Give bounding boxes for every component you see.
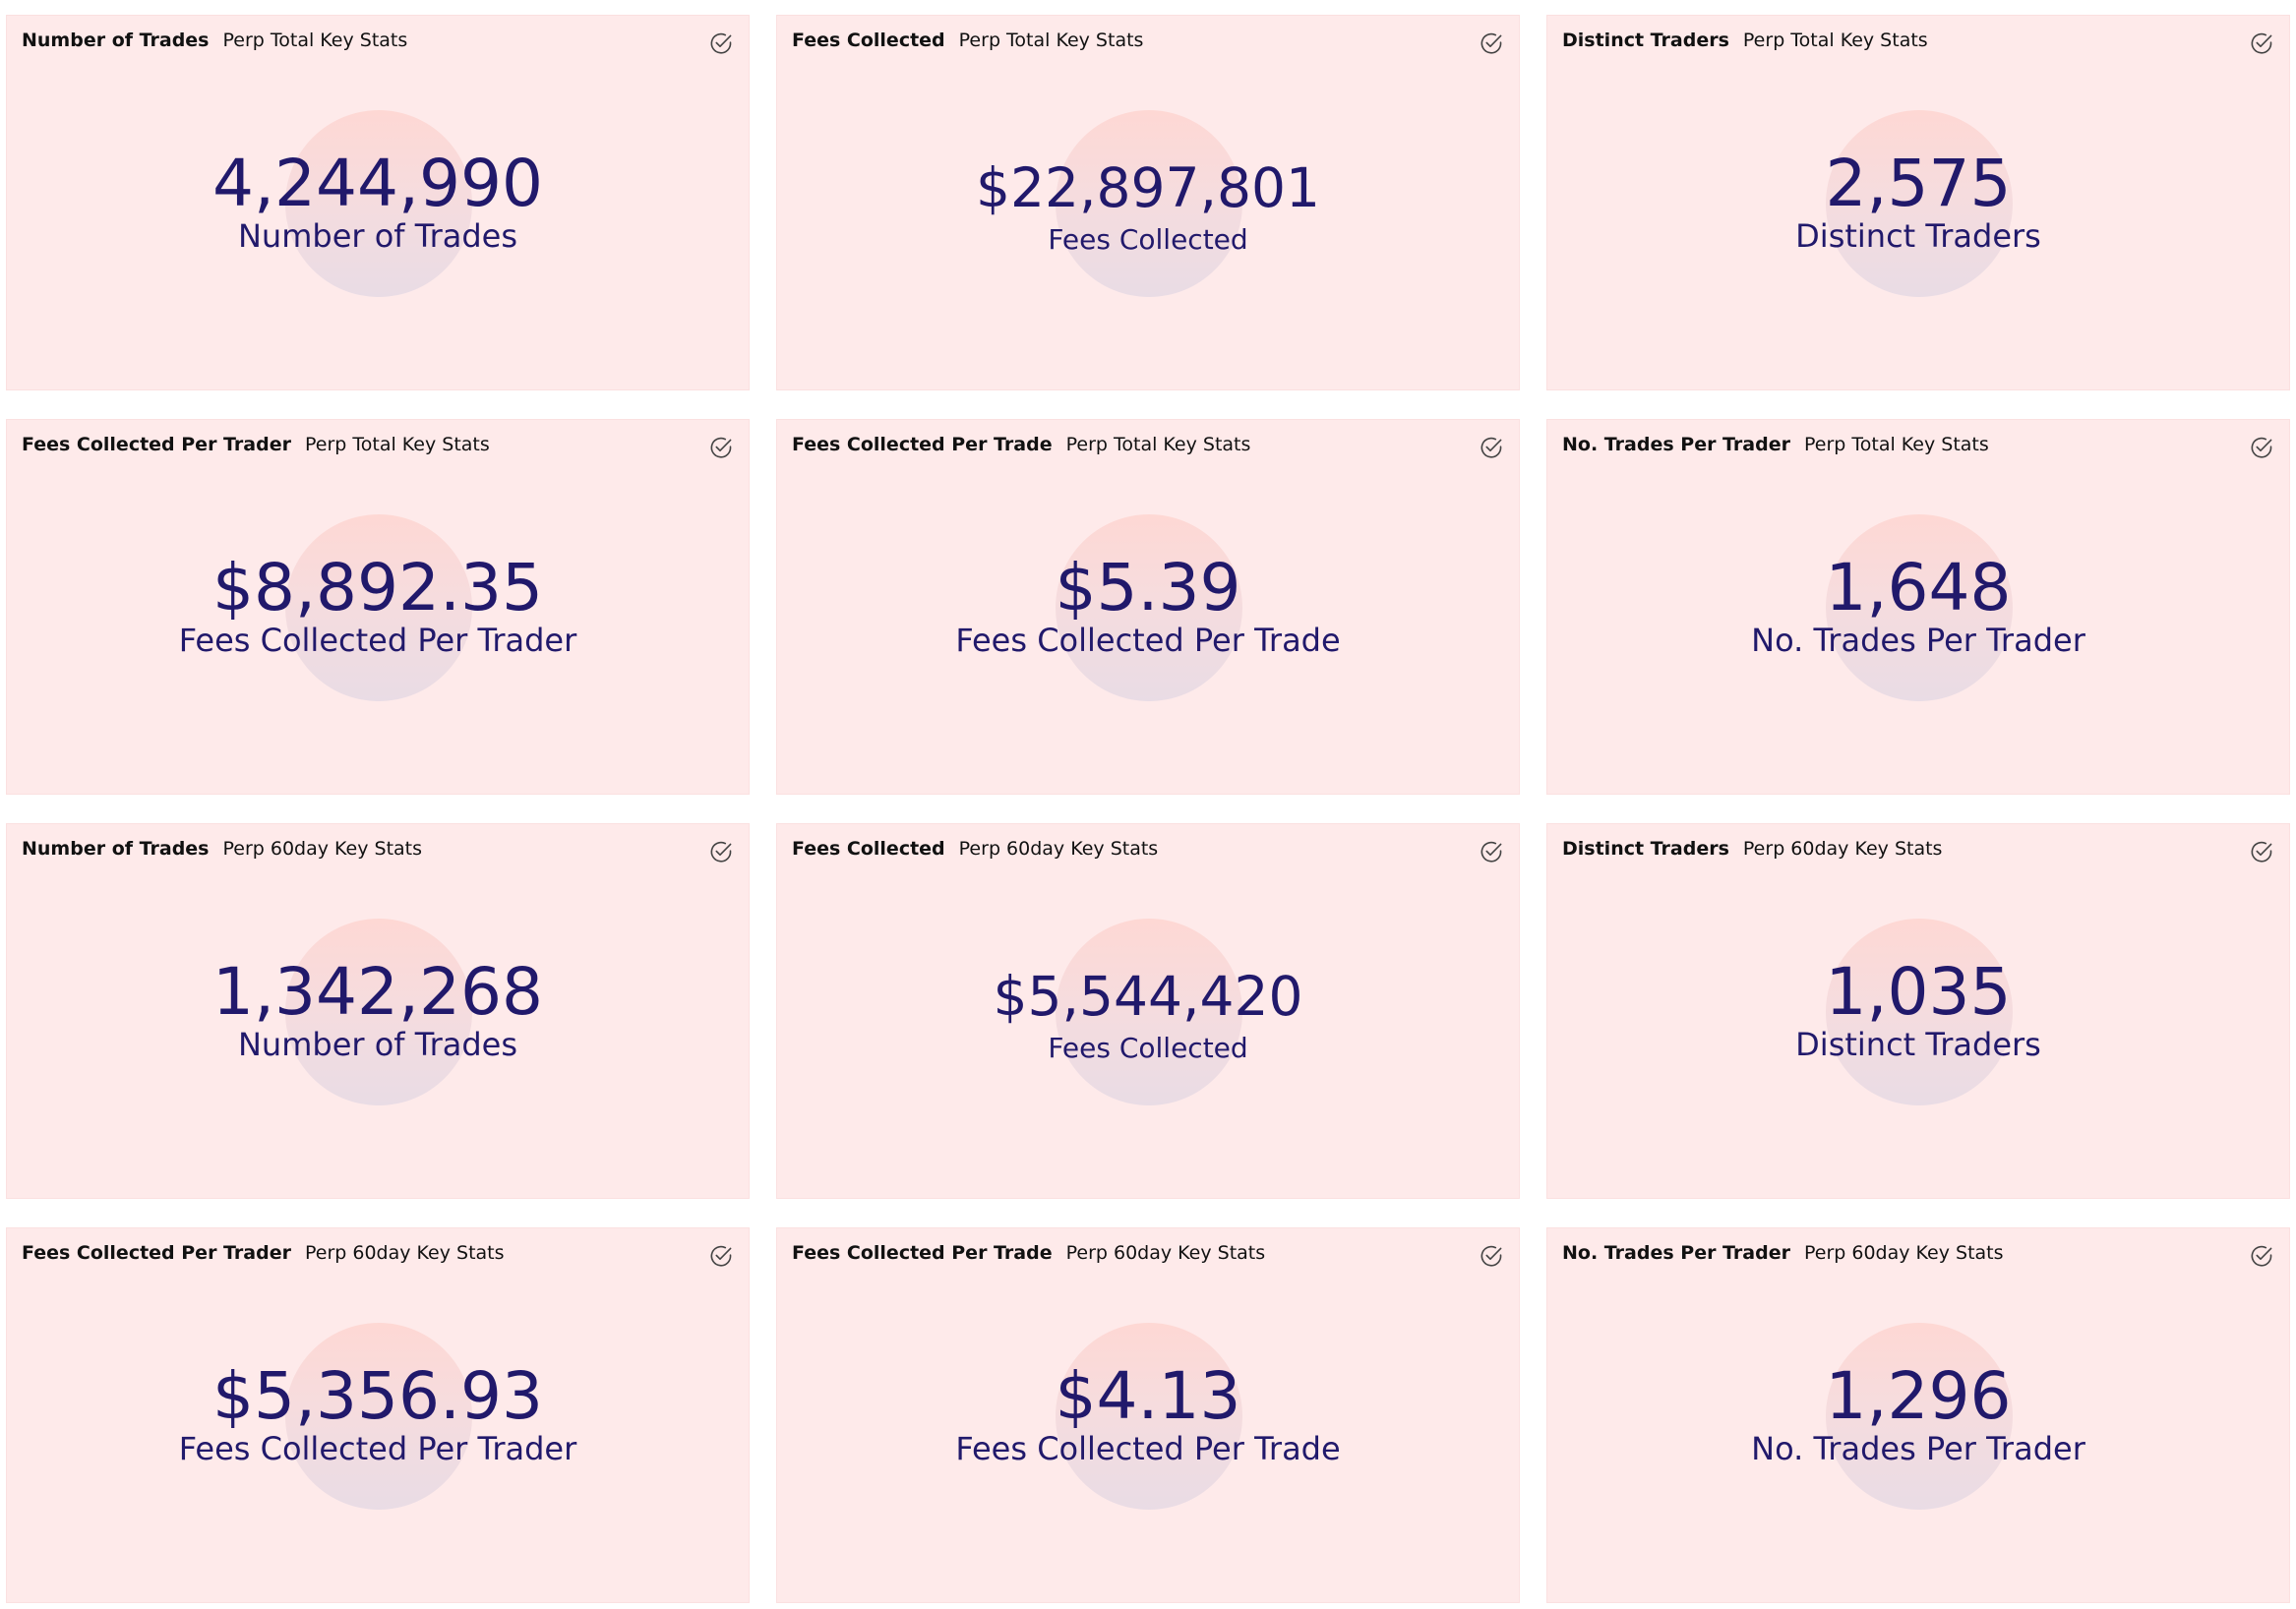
stat-card-fees-collected-total: Fees Collected Perp Total Key Stats $22,… — [776, 15, 1520, 390]
card-title: No. Trades Per Trader — [1562, 1242, 1790, 1264]
decorative-circle — [285, 514, 472, 701]
stat-card-number-of-trades-60day: Number of Trades Perp 60day Key Stats 1,… — [6, 823, 750, 1199]
stat-card-trades-per-trader-60day: No. Trades Per Trader Perp 60day Key Sta… — [1546, 1227, 2290, 1603]
stat-value: 4,244,990 — [212, 146, 543, 221]
decorative-circle — [1826, 514, 2013, 701]
stat-card-trades-per-trader-total: No. Trades Per Trader Perp Total Key Sta… — [1546, 419, 2290, 795]
card-title: Number of Trades — [22, 30, 210, 51]
card-subtitle: Perp 60day Key Stats — [1803, 1242, 2004, 1264]
card-header: Distinct Traders Perp Total Key Stats — [1562, 30, 1928, 51]
stat-label: Fees Collected Per Trade — [955, 622, 1341, 659]
card-header: Fees Collected Per Trader Perp Total Key… — [22, 434, 490, 455]
check-circle-icon[interactable] — [708, 839, 734, 864]
card-title: Fees Collected Per Trader — [22, 434, 291, 455]
stat-value: $5.39 — [1055, 550, 1241, 626]
decorative-circle — [285, 110, 472, 297]
check-circle-icon[interactable] — [1479, 30, 1504, 56]
stat-value: $5,544,420 — [993, 965, 1303, 1028]
card-title: Number of Trades — [22, 838, 210, 860]
stat-card-distinct-traders-60day: Distinct Traders Perp 60day Key Stats 1,… — [1546, 823, 2290, 1199]
card-subtitle: Perp Total Key Stats — [1803, 434, 1989, 455]
check-circle-icon[interactable] — [1479, 1243, 1504, 1269]
card-title: Fees Collected Per Trader — [22, 1242, 291, 1264]
stat-value: 1,648 — [1825, 550, 2012, 626]
stat-value: 1,296 — [1825, 1358, 2012, 1434]
card-subtitle: Perp 60day Key Stats — [958, 838, 1159, 860]
card-subtitle: Perp 60day Key Stats — [1065, 1242, 1266, 1264]
card-header: Fees Collected Per Trader Perp 60day Key… — [22, 1242, 505, 1264]
stat-card-fees-per-trade-60day: Fees Collected Per Trade Perp 60day Key … — [776, 1227, 1520, 1603]
stat-card-fees-per-trader-60day: Fees Collected Per Trader Perp 60day Key… — [6, 1227, 750, 1603]
stat-label: Fees Collected — [1048, 1032, 1248, 1064]
decorative-circle — [1826, 1323, 2013, 1510]
stat-label: Distinct Traders — [1795, 217, 2041, 255]
check-circle-icon[interactable] — [2249, 435, 2274, 460]
stat-value: 2,575 — [1825, 146, 2012, 221]
card-header: Fees Collected Perp 60day Key Stats — [792, 838, 1158, 860]
stat-value: $5,356.93 — [212, 1358, 543, 1434]
card-header: Fees Collected Perp Total Key Stats — [792, 30, 1143, 51]
check-circle-icon[interactable] — [708, 1243, 734, 1269]
card-header: Fees Collected Per Trade Perp 60day Key … — [792, 1242, 1265, 1264]
card-header: Number of Trades Perp 60day Key Stats — [22, 838, 422, 860]
card-title: Fees Collected — [792, 838, 945, 860]
card-subtitle: Perp Total Key Stats — [1742, 30, 1928, 51]
stat-label: No. Trades Per Trader — [1751, 1430, 2085, 1467]
card-subtitle: Perp 60day Key Stats — [222, 838, 423, 860]
stat-card-fees-per-trade-total: Fees Collected Per Trade Perp Total Key … — [776, 419, 1520, 795]
stat-label: Number of Trades — [237, 217, 517, 255]
check-circle-icon[interactable] — [2249, 1243, 2274, 1269]
decorative-circle — [1826, 110, 2013, 297]
stat-label: Distinct Traders — [1795, 1026, 2041, 1063]
check-circle-icon[interactable] — [2249, 839, 2274, 864]
decorative-circle — [285, 1323, 472, 1510]
check-circle-icon[interactable] — [2249, 30, 2274, 56]
decorative-circle — [1056, 1323, 1242, 1510]
decorative-circle — [285, 919, 472, 1105]
decorative-circle — [1056, 110, 1242, 297]
card-title: Fees Collected — [792, 30, 945, 51]
stat-label: Number of Trades — [237, 1026, 517, 1063]
stat-label: Fees Collected Per Trader — [178, 1430, 577, 1467]
stat-label: No. Trades Per Trader — [1751, 622, 2085, 659]
stat-label: Fees Collected — [1048, 223, 1248, 256]
card-title: No. Trades Per Trader — [1562, 434, 1790, 455]
card-header: No. Trades Per Trader Perp 60day Key Sta… — [1562, 1242, 2004, 1264]
card-header: Fees Collected Per Trade Perp Total Key … — [792, 434, 1250, 455]
decorative-circle — [1826, 919, 2013, 1105]
stat-card-fees-collected-60day: Fees Collected Perp 60day Key Stats $5,5… — [776, 823, 1520, 1199]
stat-value: $22,897,801 — [976, 156, 1320, 219]
decorative-circle — [1056, 514, 1242, 701]
card-title: Distinct Traders — [1562, 30, 1729, 51]
decorative-circle — [1056, 919, 1242, 1105]
card-title: Fees Collected Per Trade — [792, 1242, 1053, 1264]
stat-value: $4.13 — [1055, 1358, 1241, 1434]
check-circle-icon[interactable] — [1479, 435, 1504, 460]
card-header: Distinct Traders Perp 60day Key Stats — [1562, 838, 1942, 860]
stat-card-fees-per-trader-total: Fees Collected Per Trader Perp Total Key… — [6, 419, 750, 795]
stat-value: $8,892.35 — [212, 550, 543, 626]
dashboard-grid: Number of Trades Perp Total Key Stats 4,… — [6, 15, 2290, 1603]
stat-label: Fees Collected Per Trade — [955, 1430, 1341, 1467]
card-subtitle: Perp Total Key Stats — [1065, 434, 1251, 455]
card-title: Distinct Traders — [1562, 838, 1729, 860]
card-header: No. Trades Per Trader Perp Total Key Sta… — [1562, 434, 1989, 455]
stat-value: 1,035 — [1825, 954, 2012, 1030]
card-subtitle: Perp Total Key Stats — [958, 30, 1144, 51]
card-subtitle: Perp Total Key Stats — [304, 434, 490, 455]
card-header: Number of Trades Perp Total Key Stats — [22, 30, 407, 51]
check-circle-icon[interactable] — [1479, 839, 1504, 864]
card-subtitle: Perp 60day Key Stats — [304, 1242, 505, 1264]
check-circle-icon[interactable] — [708, 435, 734, 460]
card-title: Fees Collected Per Trade — [792, 434, 1053, 455]
stat-label: Fees Collected Per Trader — [178, 622, 577, 659]
card-subtitle: Perp Total Key Stats — [222, 30, 408, 51]
check-circle-icon[interactable] — [708, 30, 734, 56]
stat-card-number-of-trades-total: Number of Trades Perp Total Key Stats 4,… — [6, 15, 750, 390]
card-subtitle: Perp 60day Key Stats — [1742, 838, 1943, 860]
stat-value: 1,342,268 — [212, 954, 543, 1030]
stat-card-distinct-traders-total: Distinct Traders Perp Total Key Stats 2,… — [1546, 15, 2290, 390]
